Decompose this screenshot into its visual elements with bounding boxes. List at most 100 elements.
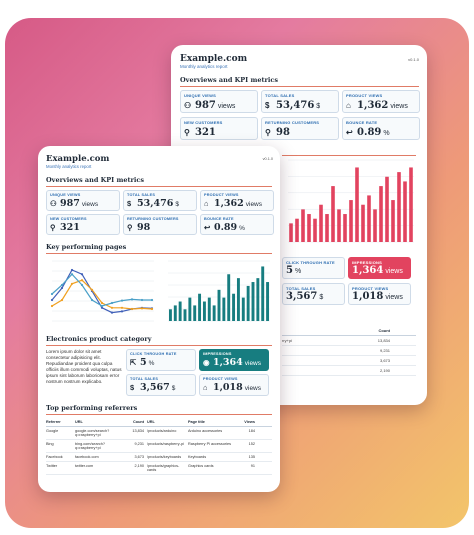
bar (256, 278, 260, 321)
kpi-unit: views (81, 201, 99, 208)
bar (251, 282, 255, 321)
kpi-tile: BOUNCE RATE ↩ 0.89% (200, 214, 274, 235)
dollar-icon: $ (127, 199, 132, 208)
table-row: Bing bing.com/search?q=raspberry+pi 9,23… (46, 440, 272, 453)
bar (173, 305, 177, 321)
electronics-description: Lorem ipsum dolor sit amet consectetur a… (46, 349, 122, 384)
metric-tile-highlight: IMPRESSIONS 1,364 views (348, 257, 411, 279)
version-label: v0.1.0 (408, 57, 419, 62)
metric-value: 5 (286, 265, 293, 276)
bar (232, 293, 236, 321)
store-icon: ⌂ (346, 101, 351, 110)
metric-unit: views (244, 360, 262, 367)
kpi-value: 53,476 (137, 198, 174, 209)
report-subtitle: Monthly analytics report (46, 164, 92, 169)
kpi-value: 1,362 (214, 198, 244, 209)
electronics-section-title: Electronics product category (46, 335, 272, 346)
metric-label: TOTAL SALES (286, 286, 316, 291)
kpi-tile: UNIQUE VIEWS ⚇ 987 views (180, 90, 258, 113)
data-point (120, 310, 124, 313)
dollar-icon: $ (130, 383, 135, 392)
pages-charts (46, 257, 272, 327)
return-arrow-icon: ↩ (204, 223, 211, 232)
data-point (110, 301, 114, 305)
table-row: 3,673 (282, 356, 416, 366)
kpi-label: PRODUCT VIEWS (346, 93, 383, 98)
metric-value: 3,567 (286, 291, 318, 302)
kpi-grid: UNIQUE VIEWS ⚇ 987 views TOTAL SALES $53,4… (46, 190, 274, 235)
bar (391, 200, 395, 242)
kpi-tile: UNIQUE VIEWS ⚇ 987 views (46, 190, 120, 211)
metric-tile: CLICK THROUGH RATE ⇱ 5% (126, 349, 196, 371)
table-row: rry+pi 13,834 (282, 336, 416, 346)
bar (236, 278, 240, 321)
data-point (140, 307, 144, 310)
metric-label: TOTAL SALES (130, 377, 159, 381)
bar-chart (168, 260, 270, 322)
data-point (100, 304, 104, 308)
metric-unit: views (244, 385, 262, 392)
data-point (100, 306, 104, 309)
metric-unit: $ (171, 385, 176, 392)
kpi-label: BOUNCE RATE (346, 120, 378, 125)
kpi-label: RETURNING CUSTOMERS (265, 120, 320, 125)
bar (227, 274, 231, 321)
metric-value: 1,018 (352, 291, 384, 302)
kpi-label: BOUNCE RATE (204, 217, 234, 221)
bar (202, 301, 206, 321)
bar (325, 214, 329, 242)
kpi-value: 321 (195, 127, 216, 138)
data-point (130, 298, 134, 301)
report-header: Example.com Monthly analytics report v0.… (38, 146, 280, 169)
bar (261, 266, 265, 321)
kpi-tile: TOTAL SALES $53,476 $ (123, 190, 197, 211)
data-point (70, 268, 74, 272)
bar (313, 218, 317, 242)
referrers-section-title: Top performing referrers (46, 404, 272, 415)
bar (193, 305, 197, 321)
data-point (50, 292, 54, 296)
bar (246, 285, 250, 321)
bar (178, 301, 182, 321)
kpi-unit: $ (316, 103, 321, 110)
referrers-table: Referrer URL Count URL Page title Views … (46, 418, 272, 475)
return-arrow-icon: ↩ (346, 128, 353, 137)
data-point (80, 273, 84, 276)
kpi-label: TOTAL SALES (265, 93, 295, 98)
bar (337, 209, 341, 242)
brand-title: Example.com (46, 154, 110, 164)
kpi-section-title: Overviews and KPI metrics (46, 176, 272, 187)
bar (409, 167, 413, 242)
table-header-row: Referrer URL Count URL Page title Views (46, 418, 272, 427)
bar (397, 172, 401, 242)
kpi-value: 321 (60, 222, 80, 233)
metric-tile: CLICK THROUGH RATE 5% (282, 257, 345, 279)
bar (301, 209, 305, 242)
kpi-label: PRODUCT VIEWS (204, 193, 239, 197)
kpi-section-title: Overviews and KPI metrics (180, 76, 419, 87)
kpi-label: UNIQUE VIEWS (50, 193, 81, 197)
kpi-value: 1,362 (357, 100, 389, 111)
bar (307, 214, 311, 242)
data-point (130, 307, 134, 311)
bar (373, 209, 377, 242)
kpi-unit: views (217, 103, 236, 110)
kpi-unit: % (239, 225, 245, 232)
data-point (50, 298, 54, 302)
table-row: 2,190 (282, 366, 416, 376)
back-metrics: CLICK THROUGH RATE 5% IMPRESSIONS 1,364 v… (282, 257, 416, 309)
data-point (110, 306, 114, 309)
version-label: v0.1.0 (262, 157, 273, 161)
metric-unit: views (385, 268, 403, 275)
eye-icon: ◉ (203, 358, 210, 367)
kpi-unit: % (383, 130, 390, 137)
data-point (150, 298, 154, 302)
metric-value: 3,567 (140, 382, 170, 393)
kpi-value: 987 (60, 198, 80, 209)
metric-label: PRODUCT VIEWS (352, 286, 389, 291)
data-point (90, 298, 94, 302)
users-icon: ⚇ (184, 101, 192, 110)
metric-label: IMPRESSIONS (352, 260, 382, 265)
metric-unit: % (148, 360, 155, 367)
electronics-section: Lorem ipsum dolor sit amet consectetur a… (46, 349, 272, 396)
